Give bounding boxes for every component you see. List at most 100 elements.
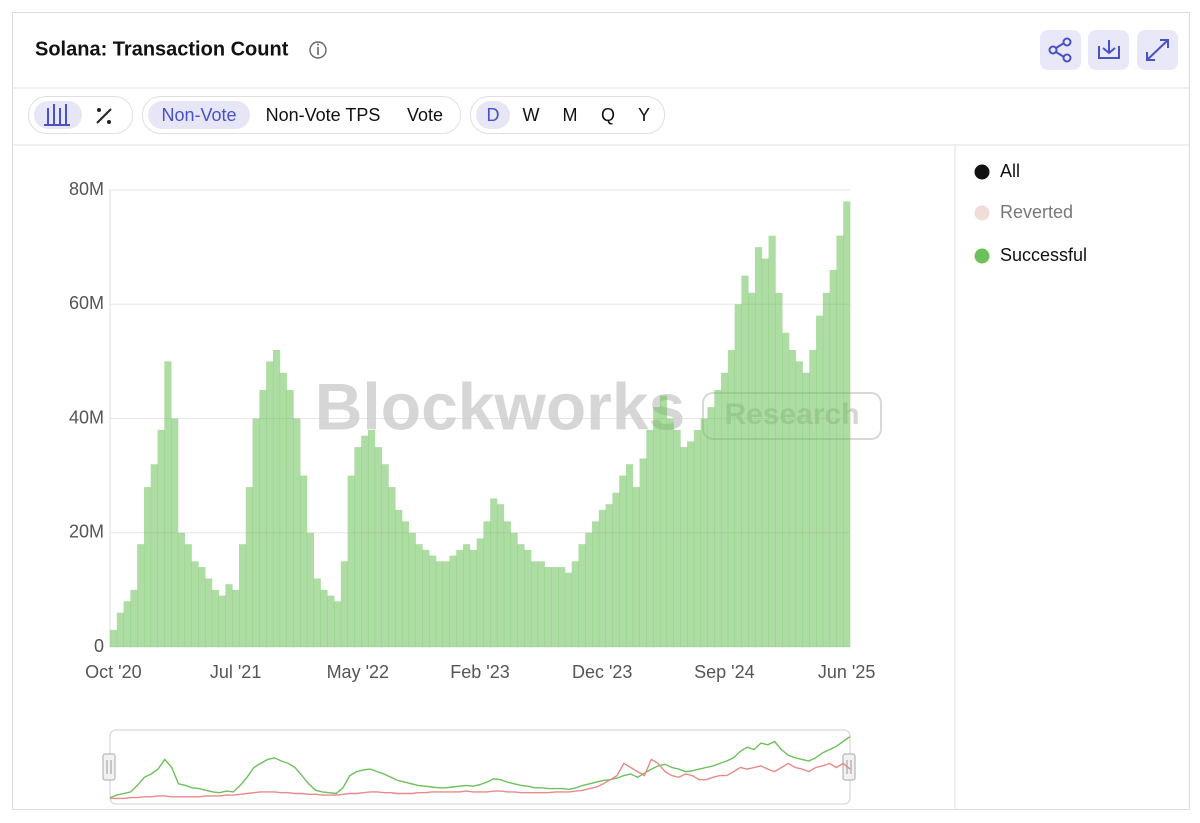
- navigator-handle-right[interactable]: [842, 753, 856, 781]
- bar: [354, 447, 362, 647]
- bar: [143, 487, 152, 647]
- bar: [714, 389, 722, 647]
- bar: [700, 418, 708, 647]
- bar: [469, 549, 478, 647]
- bar: [490, 498, 498, 647]
- bar: [761, 258, 769, 647]
- bar: [116, 612, 124, 647]
- bar: [646, 429, 654, 647]
- interval-option[interactable]: M: [563, 105, 578, 125]
- bar: [680, 447, 688, 647]
- bar: [727, 349, 735, 647]
- bar: [340, 561, 349, 647]
- bar: [585, 532, 593, 647]
- bar: [456, 549, 464, 647]
- bar: [775, 292, 783, 647]
- metric-option[interactable]: Non-Vote TPS: [266, 105, 381, 125]
- bar: [544, 567, 552, 647]
- legend-label[interactable]: Successful: [1000, 245, 1087, 265]
- bar: [205, 578, 213, 647]
- bar: [605, 504, 613, 647]
- y-tick-label: 40M: [69, 407, 104, 427]
- x-tick-label: May '22: [327, 662, 389, 682]
- bar: [191, 561, 199, 647]
- bar: [137, 544, 145, 647]
- bar: [171, 418, 179, 647]
- legend-dot: [974, 205, 990, 221]
- bar: [768, 235, 776, 647]
- bar: [809, 349, 817, 647]
- bar: [123, 601, 131, 647]
- x-tick-label: Feb '23: [450, 662, 509, 682]
- y-tick-label: 80M: [69, 179, 104, 199]
- legend-label[interactable]: All: [1000, 161, 1020, 181]
- navigator-line: [109, 736, 851, 799]
- share-button[interactable]: [1040, 30, 1081, 70]
- legend-label[interactable]: Reverted: [1000, 202, 1073, 222]
- bar: [442, 561, 450, 647]
- watermark-text: Blockworks: [315, 369, 685, 443]
- bar: [829, 269, 837, 647]
- y-tick-label: 60M: [69, 293, 104, 313]
- x-tick-label: Sep '24: [694, 662, 755, 682]
- bar: [734, 304, 742, 647]
- metric-option[interactable]: Vote: [407, 105, 443, 125]
- bar: [843, 201, 851, 648]
- interval-option[interactable]: Y: [638, 105, 650, 125]
- bar: [381, 464, 389, 647]
- bar: [232, 589, 240, 647]
- bar: [612, 492, 620, 647]
- interval-group: [470, 96, 665, 134]
- bar: [130, 589, 138, 647]
- bar: [347, 475, 355, 647]
- bar: [483, 521, 491, 647]
- navigator-handle-left[interactable]: [102, 753, 116, 781]
- bar: [673, 429, 681, 647]
- legend-dot: [974, 248, 990, 264]
- interval-option[interactable]: W: [523, 105, 540, 125]
- title: Solana: Transaction Count: [35, 38, 289, 60]
- navigator-line: [110, 758, 851, 800]
- info-icon[interactable]: [309, 41, 327, 59]
- bar: [782, 332, 790, 647]
- x-tick-label: Dec '23: [572, 662, 632, 682]
- bar: [150, 464, 158, 647]
- legend-dot: [974, 164, 990, 180]
- bar: [530, 561, 539, 647]
- metric-option[interactable]: Non-Vote: [161, 105, 236, 125]
- bar: [619, 475, 627, 647]
- bar: [252, 418, 260, 647]
- percent-type-button[interactable]: [96, 108, 112, 124]
- bar: [517, 544, 525, 647]
- bar-type-button[interactable]: [34, 101, 82, 129]
- bar: [334, 601, 342, 647]
- bar: [320, 589, 328, 647]
- bar: [537, 561, 545, 647]
- bar: [476, 538, 484, 647]
- x-tick-label: Oct '20: [85, 662, 141, 682]
- bar: [401, 521, 410, 647]
- bar: [639, 458, 647, 647]
- bar: [496, 504, 505, 647]
- bar: [653, 407, 661, 647]
- download-button[interactable]: [1088, 30, 1129, 70]
- bar: [218, 595, 226, 647]
- bar: [429, 555, 437, 647]
- interval-option[interactable]: Q: [601, 105, 615, 125]
- y-tick-label: 20M: [69, 522, 104, 542]
- bar: [238, 544, 247, 647]
- bar: [374, 447, 382, 647]
- bar: [687, 441, 695, 647]
- bar: [245, 487, 253, 647]
- bar: [367, 429, 376, 647]
- bar: [754, 247, 763, 647]
- expand-button[interactable]: [1137, 30, 1178, 70]
- bar: [741, 275, 749, 647]
- bar: [435, 561, 444, 647]
- bar: [592, 521, 600, 647]
- bar: [266, 361, 274, 647]
- interval-option[interactable]: D: [487, 105, 500, 125]
- bar: [211, 589, 220, 647]
- bar: [632, 487, 640, 647]
